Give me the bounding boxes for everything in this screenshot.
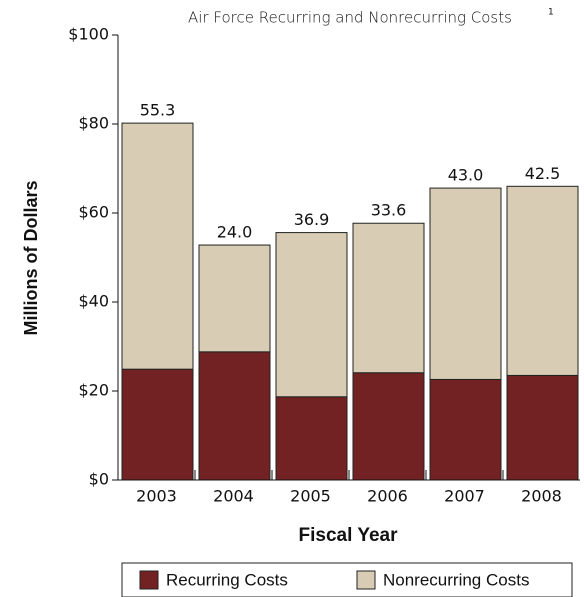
- x-tick-label: 2007: [444, 487, 485, 506]
- x-tick-label: 2008: [521, 487, 562, 506]
- value-label: 24.0: [217, 223, 253, 242]
- x-tick-label: 2006: [367, 487, 408, 506]
- bar-segment: [352, 372, 425, 481]
- y-tick-label: $0: [89, 470, 109, 489]
- bar-segment: [275, 396, 348, 481]
- legend-swatch: [139, 570, 159, 590]
- bar-segment: [429, 187, 502, 380]
- value-label: 33.6: [371, 201, 407, 220]
- y-tick-label: $20: [78, 381, 109, 400]
- bar-segment: [198, 351, 271, 481]
- y-tick-label: $80: [78, 114, 109, 133]
- bar-segment: [121, 368, 194, 481]
- value-label: 55.3: [140, 101, 176, 120]
- bar-segment: [121, 122, 194, 370]
- x-tick-label: 2004: [213, 487, 254, 506]
- x-tick-label: 2005: [290, 487, 331, 506]
- legend-label: Nonrecurring Costs: [383, 570, 529, 589]
- footnote-marker: 1: [548, 8, 554, 18]
- legend-box: [121, 562, 573, 597]
- bar-segment: [506, 185, 579, 376]
- y-tick-label: $40: [78, 292, 109, 311]
- chart-subtitle: Air Force Recurring and Nonrecurring Cos…: [188, 9, 512, 27]
- legend-label: Recurring Costs: [166, 570, 288, 589]
- value-label: 42.5: [525, 164, 561, 183]
- value-label: 36.9: [294, 210, 330, 229]
- x-tick-label: 2003: [136, 487, 177, 506]
- y-axis-label: Millions of Dollars: [21, 180, 41, 335]
- y-tick-label: $60: [78, 203, 109, 222]
- x-axis-label: Fiscal Year: [299, 525, 399, 546]
- bar-segment: [198, 244, 271, 353]
- bar-segment: [429, 378, 502, 481]
- bar-segment: [506, 374, 579, 481]
- y-tick-label: $100: [68, 25, 109, 44]
- legend-swatch: [356, 570, 376, 590]
- bar-segment: [352, 222, 425, 374]
- value-label: 43.0: [448, 166, 484, 185]
- bar-segment: [275, 232, 348, 398]
